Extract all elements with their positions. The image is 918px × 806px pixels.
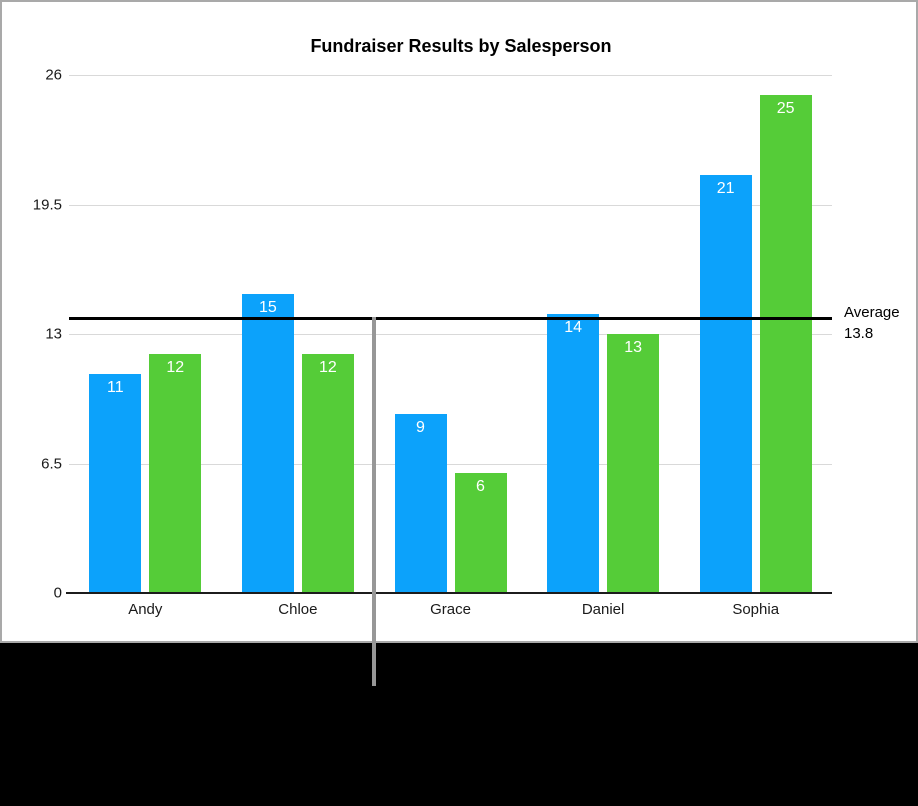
gridline — [69, 463, 832, 465]
x-axis-label: Andy — [128, 601, 163, 618]
bar-value-label: 25 — [776, 99, 795, 117]
gridline — [69, 204, 832, 206]
x-axis-line — [66, 592, 832, 594]
chart-title: Fundraiser Results by Salesperson — [310, 36, 612, 56]
x-axis-label: Chloe — [278, 601, 318, 618]
bar: 12 — [149, 353, 202, 593]
bar: 15 — [241, 294, 294, 593]
y-axis-tick-label: 19.5 — [32, 196, 62, 213]
y-axis-tick-label: 26 — [45, 66, 62, 84]
average-reference-line — [69, 317, 832, 321]
bar-value-label: 6 — [476, 478, 485, 496]
bar-value-label: 11 — [106, 378, 124, 396]
callout-pointer-line — [372, 317, 376, 686]
average-line-label: Average 13.8 — [844, 302, 900, 344]
bar-value-label: 14 — [564, 319, 582, 337]
x-axis-label: Grace — [430, 601, 471, 618]
bar-value-label: 15 — [258, 299, 277, 317]
chart-panel: Fundraiser Results by Salesperson 11 12 15… — [0, 0, 918, 643]
plot-area: 11 12 15 12 9 6 14 13 21 25 — [66, 75, 832, 594]
bar-value-label: 21 — [716, 179, 735, 197]
x-axis-label: Daniel — [581, 601, 625, 618]
gridline — [69, 75, 832, 76]
bar-value-label: 12 — [318, 358, 337, 376]
bar: 25 — [759, 94, 812, 593]
bar: 14 — [547, 314, 600, 593]
bar: 21 — [699, 174, 752, 593]
bar: 11 — [89, 373, 142, 593]
y-axis-tick-label: 6.5 — [41, 455, 62, 472]
bar: 13 — [607, 334, 660, 593]
average-line-label-text: Average — [844, 304, 900, 321]
bar: 9 — [394, 413, 447, 593]
bar: 12 — [301, 353, 354, 593]
y-axis-tick-label: 13 — [45, 325, 62, 343]
bar-value-label: 12 — [166, 358, 185, 376]
y-axis-tick-label: 0 — [53, 584, 62, 602]
bar: 6 — [454, 473, 507, 593]
gridline — [69, 334, 832, 335]
average-line-label-value: 13.8 — [844, 325, 874, 342]
x-axis-label: Sophia — [732, 601, 780, 618]
bar-value-label: 13 — [624, 339, 642, 356]
bottom-black-band — [0, 643, 918, 806]
bar-value-label: 9 — [416, 418, 425, 436]
